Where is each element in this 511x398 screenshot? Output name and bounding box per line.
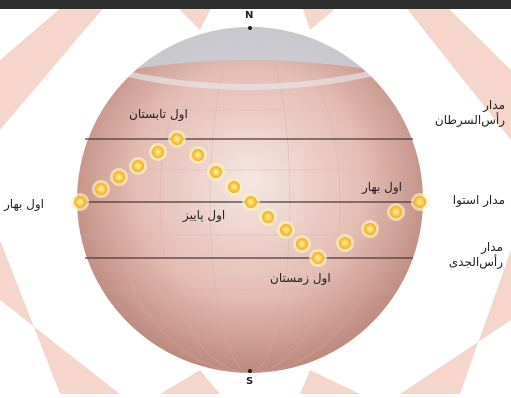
sun-icon xyxy=(192,149,204,161)
sun-icon xyxy=(312,252,324,264)
sun-icon xyxy=(132,160,144,172)
sun-icon xyxy=(339,237,351,249)
sun-icon xyxy=(171,133,183,145)
sun-icon xyxy=(280,224,292,236)
equator-label: مدار استوا xyxy=(452,193,505,207)
tropic-of-capricorn-label: مدار رأس‌الجدی xyxy=(449,240,503,270)
spring-start-right-label: اول بهار xyxy=(362,180,402,194)
sun-icon xyxy=(390,206,402,218)
south-pole-dot xyxy=(248,369,252,373)
sun-icon xyxy=(228,181,240,193)
sun-icon xyxy=(245,196,257,208)
tropic-of-cancer-label: مدار رأس‌السرطان xyxy=(435,98,505,128)
sun-icon xyxy=(210,166,222,178)
spring-start-left-label: اول بهار xyxy=(4,197,44,211)
top-bar xyxy=(0,0,511,9)
sun-icon xyxy=(364,223,376,235)
north-pole-dot xyxy=(248,26,252,30)
sun-icon xyxy=(296,238,308,250)
tropic-of-cancer-label-line2: رأس‌السرطان xyxy=(434,113,505,127)
winter-start-label: اول زمستان xyxy=(270,271,331,285)
sun-icon xyxy=(74,196,86,208)
sun-icon xyxy=(113,171,125,183)
sun-path xyxy=(71,130,429,267)
tropic-of-capricorn-label-line2: رأس‌الجدی xyxy=(448,255,503,269)
sun-icon xyxy=(262,211,274,223)
north-pole-label: N xyxy=(245,10,254,21)
sun-icon xyxy=(152,146,164,158)
summer-start-label: اول تابستان xyxy=(129,107,188,121)
south-pole-label: S xyxy=(246,376,254,387)
autumn-start-label: اول پاییز xyxy=(183,208,226,222)
tropic-of-capricorn-label-line1: مدار xyxy=(481,240,503,254)
sun-icon xyxy=(414,196,426,208)
sun-icon xyxy=(95,183,107,195)
tropic-of-cancer-label-line1: مدار xyxy=(483,98,505,112)
